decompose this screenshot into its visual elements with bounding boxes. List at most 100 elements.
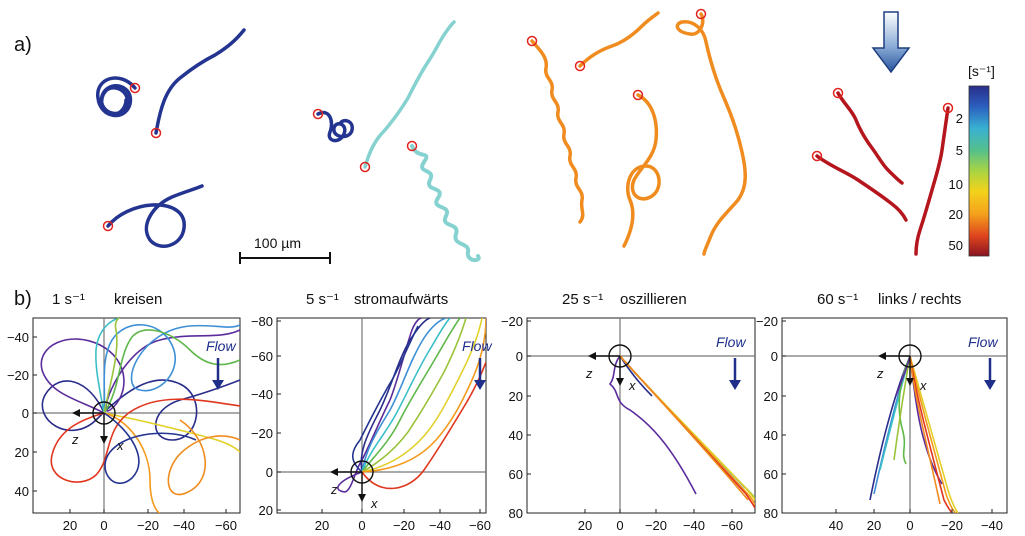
colorbar-tick: 10: [949, 177, 963, 192]
panel-3-y-tick: 80: [509, 506, 523, 521]
panel-2-x-tick: −20: [393, 518, 415, 533]
panel-3-x-tick: −40: [683, 518, 705, 533]
panel-1-trajectories: [33, 318, 240, 513]
colorbar-tick: 5: [956, 143, 963, 158]
panel-4-x-label: x: [919, 378, 927, 393]
panel-1-x-tick: 0: [100, 518, 107, 533]
trajectory-blue-1: [96, 76, 137, 118]
panel-1-y-tick: −40: [7, 330, 29, 345]
panel-2-z-label: z: [330, 482, 338, 497]
panel-1-x-tick: −40: [173, 518, 195, 533]
panel-3-y-tick: 20: [509, 389, 523, 404]
panel-4-flow-label: Flow: [968, 334, 998, 350]
panel-4-y-tick: 80: [764, 506, 778, 521]
panel-4-z-label: z: [876, 366, 884, 381]
panel-4-y-tick: 40: [764, 428, 778, 443]
panel-3-y-tick: 60: [509, 467, 523, 482]
panel-1: 1 s⁻¹ kreisen: [32, 291, 241, 514]
scale-bar-label: 100 µm: [254, 235, 301, 251]
panel-3-x-tick: 20: [578, 518, 592, 533]
panel-1-rate: 1 s⁻¹: [52, 291, 85, 308]
panel-2-x-tick: −60: [469, 518, 491, 533]
panel-4-mode: links / rechts: [878, 291, 961, 308]
panel-2-y-tick: −80: [251, 314, 273, 329]
panel-3-mode: oszillieren: [620, 291, 687, 308]
panel-2-y-tick: −40: [251, 387, 273, 402]
panel-3-flow-label: Flow: [716, 334, 746, 350]
trajectory-red-2: [815, 154, 908, 222]
part-b-label: b): [14, 288, 32, 310]
trajectory-blue-4: [316, 110, 354, 143]
trajectory-cyan-1: [363, 20, 456, 169]
panel-1-x-tick: 20: [63, 518, 77, 533]
panel-4-y-tick: −20: [756, 314, 778, 329]
panel-1-x-tick: −20: [137, 518, 159, 533]
panel-2-flow-arrow-icon: [474, 358, 486, 390]
panel-1-y-tick: 0: [22, 406, 29, 421]
part-a-trajectories: [96, 11, 950, 263]
part-a-label: a): [14, 34, 32, 56]
panel-3-y-tick: −20: [501, 314, 523, 329]
flow-direction-arrow-icon: [871, 11, 911, 74]
panel-2-y-tick: −20: [251, 426, 273, 441]
panel-3-flow-arrow-icon: [729, 358, 741, 390]
scale-bar: 100 µm: [239, 235, 331, 264]
panel-1-y-tick: −20: [7, 368, 29, 383]
panel-2: 5 s⁻¹ stromaufwärts: [276, 291, 487, 514]
panel-1-y-tick: 40: [15, 484, 29, 499]
panel-4-flow-arrow-icon: [984, 358, 996, 390]
panel-4-rate: 60 s⁻¹: [817, 291, 858, 308]
panel-3: 25 s⁻¹ oszillieren: [526, 291, 756, 514]
trajectory-orange-2: [578, 11, 660, 68]
trajectory-cyan-2: [410, 144, 481, 263]
panel-4-y-tick: 0: [771, 349, 778, 364]
panel-2-origin: z x Flow: [330, 338, 492, 511]
panel-1-x-label: x: [116, 438, 124, 453]
panel-2-y-tick: 20: [259, 503, 273, 518]
panel-3-z-label: z: [585, 366, 593, 381]
panel-1-flow-arrow-icon: [212, 358, 224, 390]
panel-4-x-tick: −40: [981, 518, 1003, 533]
colorbar-tick: 50: [949, 238, 963, 253]
panel-3-x-label: x: [628, 378, 636, 393]
panel-3-x-tick: 0: [616, 518, 623, 533]
panel-4-origin: z x Flow: [876, 334, 998, 393]
panel-2-x-label: x: [370, 496, 378, 511]
panel-4-y-tick: 20: [764, 389, 778, 404]
panel-4-x-tick: −20: [941, 518, 963, 533]
start-markers: [102, 8, 954, 232]
panel-3-trajectories: [527, 318, 755, 513]
panel-1-flow-label: Flow: [206, 338, 236, 354]
trajectory-orange-1: [530, 39, 585, 224]
panel-3-x-tick: −60: [721, 518, 743, 533]
axis-ticks: 20 0 −20 −40 −60 −40 −20 0 20 40 20 0 −20 −40 −60 −80 −6…: [7, 314, 1003, 533]
panel-2-rate: 5 s⁻¹: [306, 291, 339, 308]
panel-2-y-tick: 0: [266, 465, 273, 480]
panel-3-y-tick: 0: [516, 349, 523, 364]
panel-2-flow-label: Flow: [462, 338, 492, 354]
colorbar-unit: [s⁻¹]: [968, 63, 995, 79]
panel-2-trajectories: [277, 318, 486, 513]
trajectory-blue-2: [154, 28, 246, 135]
panel-4-x-tick: 40: [829, 518, 843, 533]
panel-1-origin: z x Flow: [71, 338, 236, 453]
panel-3-y-tick: 40: [509, 428, 523, 443]
panel-3-origin: z x Flow: [585, 334, 746, 393]
trajectory-blue-3: [106, 184, 204, 248]
trajectory-orange-4: [675, 12, 747, 256]
panel-2-y-tick: −60: [251, 349, 273, 364]
panel-1-z-label: z: [71, 432, 79, 447]
panel-1-y-tick: 20: [15, 445, 29, 460]
colorbar-tick: 20: [949, 207, 963, 222]
panel-2-x-tick: −40: [429, 518, 451, 533]
panel-2-mode: stromaufwärts: [354, 291, 448, 308]
panel-3-rate: 25 s⁻¹: [562, 291, 603, 308]
panel-4: 60 s⁻¹ links / rechts: [781, 291, 1008, 514]
colorbar-tick: 2: [956, 111, 963, 126]
colorbar: [s⁻¹] 2 5 10 20 50: [949, 63, 995, 257]
panel-3-x-tick: −20: [645, 518, 667, 533]
panel-4-x-tick: 0: [906, 518, 913, 533]
panel-1-x-tick: −60: [215, 518, 237, 533]
panel-4-x-tick: 20: [867, 518, 881, 533]
